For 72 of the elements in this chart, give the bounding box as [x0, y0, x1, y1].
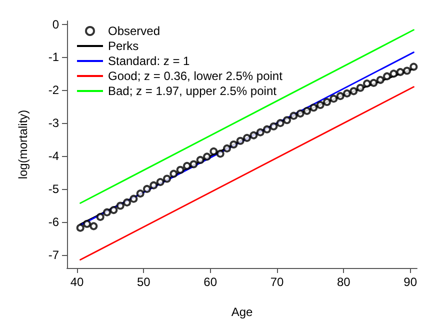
y-tick-label: -7 — [48, 248, 60, 262]
point — [343, 89, 351, 98]
y-tick-label: -2 — [48, 83, 60, 98]
point — [276, 119, 284, 128]
point — [390, 70, 398, 78]
x-tick-label: 40 — [70, 275, 84, 289]
point — [370, 78, 378, 87]
x-tick-label: 90 — [404, 275, 418, 289]
point — [303, 106, 311, 115]
point — [336, 92, 344, 100]
point — [96, 212, 104, 221]
point — [236, 136, 244, 145]
point — [90, 222, 98, 230]
point — [256, 128, 264, 136]
point — [156, 178, 164, 186]
legend-label: Standard: z = 1 — [108, 54, 190, 68]
point — [210, 147, 218, 156]
point — [410, 62, 418, 71]
point — [350, 87, 358, 96]
legend-label: Observed — [108, 24, 160, 38]
point — [150, 181, 158, 190]
point — [230, 140, 238, 148]
point — [163, 174, 171, 183]
point — [376, 76, 384, 84]
point — [363, 80, 371, 88]
point — [83, 220, 91, 228]
y-tick-label: -3 — [48, 116, 60, 130]
point — [203, 152, 211, 161]
point — [136, 190, 144, 198]
point — [316, 100, 324, 109]
point — [243, 134, 251, 142]
point — [170, 170, 178, 178]
point — [123, 198, 131, 206]
point — [190, 160, 198, 168]
point — [76, 224, 84, 232]
point — [143, 184, 151, 193]
x-tick-label: 60 — [204, 275, 218, 289]
y-tick-label: -5 — [48, 182, 60, 196]
point — [283, 116, 291, 124]
point — [110, 206, 118, 214]
point — [216, 150, 224, 158]
point — [396, 68, 404, 76]
x-tick-label: 50 — [136, 275, 151, 289]
point — [263, 125, 271, 134]
point — [383, 72, 391, 80]
y-tick-label: -1 — [48, 50, 60, 64]
point — [290, 112, 298, 120]
point — [103, 208, 111, 216]
point — [356, 84, 364, 92]
y-axis-title: log(mortality) — [16, 110, 30, 180]
x-tick-label: 70 — [270, 275, 284, 289]
point — [310, 104, 318, 112]
point — [330, 94, 338, 103]
legend-label: Bad; z = 1.97, upper 2.5% point — [108, 84, 278, 98]
point — [403, 66, 411, 75]
point — [176, 166, 184, 174]
x-tick-label: 80 — [336, 275, 351, 289]
point — [250, 131, 258, 140]
point — [223, 144, 231, 152]
point — [270, 122, 278, 130]
y-tick-label: -6 — [48, 214, 60, 229]
point — [296, 110, 304, 118]
y-tick-label: 0 — [52, 17, 60, 32]
legend-label: Perks — [108, 39, 139, 53]
point — [183, 162, 191, 170]
point — [116, 202, 124, 210]
x-axis-title: Age — [231, 305, 253, 319]
point — [130, 194, 138, 203]
point — [323, 98, 331, 106]
legend-label: Good; z = 0.36, lower 2.5% point — [108, 69, 284, 83]
y-tick-label: -4 — [48, 149, 60, 164]
point — [196, 156, 204, 164]
